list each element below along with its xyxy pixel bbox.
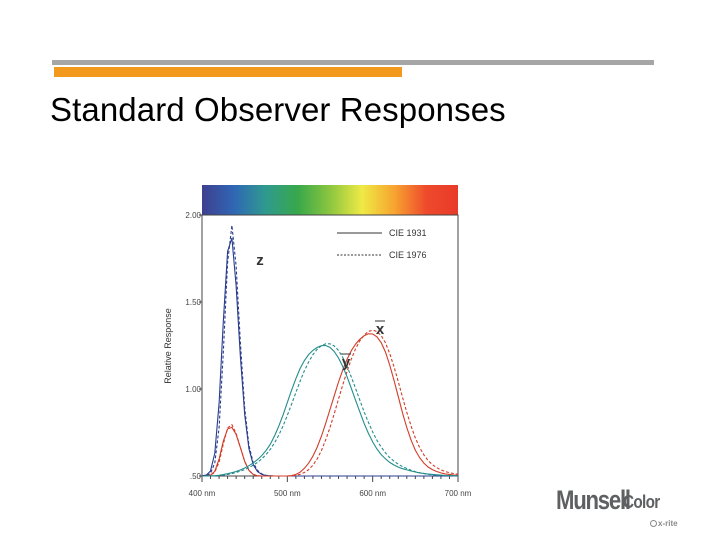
x-tick-label: 400 nm bbox=[189, 489, 216, 498]
curve-label-x: x bbox=[376, 321, 385, 338]
xrite-mark: x-rite bbox=[650, 519, 678, 528]
series-x-dashed bbox=[202, 329, 459, 477]
spectrum-gradient bbox=[202, 185, 458, 215]
curve-label-y: y bbox=[342, 354, 351, 371]
header-rule-orange bbox=[54, 67, 402, 77]
y-tick-label: 2.00 bbox=[185, 211, 201, 220]
logo-parent: x-rite bbox=[658, 519, 678, 528]
y-tick-label: .50 bbox=[190, 472, 202, 481]
legend-label: CIE 1976 bbox=[389, 250, 427, 260]
logo-brand: Munsell bbox=[556, 485, 631, 515]
curve-label-z: z bbox=[256, 252, 264, 269]
header-rule-gray bbox=[52, 60, 654, 65]
y-tick-label: 1.50 bbox=[185, 298, 201, 307]
x-tick-label: 700 nm bbox=[445, 489, 472, 498]
slide-title: Standard Observer Responses bbox=[50, 91, 506, 128]
legend: CIE 1931 CIE 1976 bbox=[337, 228, 427, 260]
series-x-solid bbox=[202, 333, 459, 477]
y-axis: .50 1.00 1.50 2.00 bbox=[185, 211, 202, 481]
x-axis: 400 nm 500 nm 600 nm 700 nm bbox=[189, 476, 472, 498]
munsell-color-logo: Munsell Color x-rite bbox=[556, 485, 686, 535]
spectrum-bar bbox=[202, 185, 458, 215]
y-axis-label: Relative Response bbox=[163, 308, 173, 384]
plot-area bbox=[201, 214, 459, 477]
legend-label: CIE 1931 bbox=[389, 228, 427, 238]
xrite-icon bbox=[650, 520, 657, 527]
curve-labels: z x y bbox=[256, 252, 385, 371]
series-y-dashed bbox=[202, 343, 458, 477]
x-tick-label: 600 nm bbox=[359, 489, 386, 498]
series-z-dashed bbox=[201, 225, 458, 477]
series-layer bbox=[201, 225, 459, 477]
y-tick-label: 1.00 bbox=[185, 385, 201, 394]
x-tick-label: 500 nm bbox=[274, 489, 301, 498]
logo-brand-suffix: Color bbox=[623, 492, 660, 512]
